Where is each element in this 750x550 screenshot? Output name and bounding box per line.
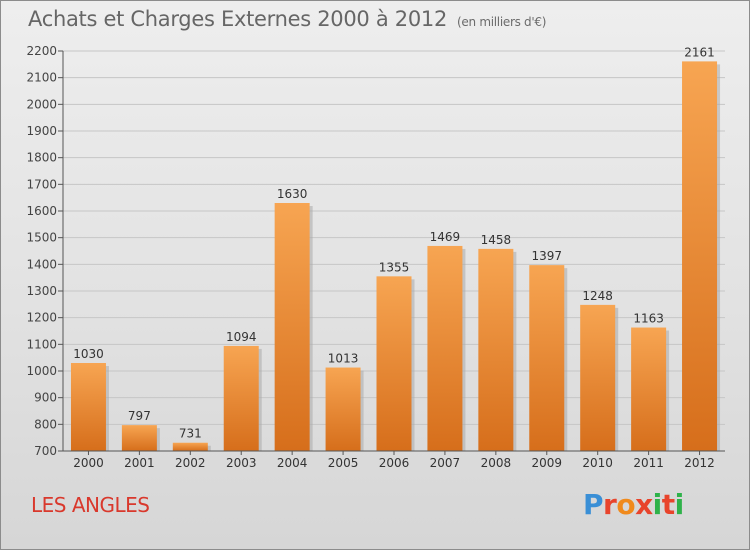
chart-title-text: Achats et Charges Externes 2000 à 2012 [28,7,448,31]
data-label: 731 [179,427,202,441]
bar-2008 [478,248,514,451]
bar-2000 [70,363,106,451]
bar-2011 [631,327,667,451]
logo-letter: t [661,488,675,521]
y-tick-label: 1900 [26,124,57,138]
y-tick-label: 1100 [26,337,57,351]
bar-2005 [325,367,361,451]
logo-letter: i [652,488,663,521]
x-tick-label: 2007 [430,456,461,470]
chart-unit: (en milliers d'€) [457,15,547,29]
y-tick-label: 1400 [26,257,57,271]
data-label: 797 [128,409,151,423]
data-label: 2161 [684,45,715,59]
y-tick-label: 1800 [26,151,57,165]
x-tick-label: 2001 [124,456,155,470]
y-tick-label: 1000 [26,364,57,378]
data-label: 1397 [531,249,562,263]
x-tick-label: 2002 [175,456,206,470]
data-label: 1013 [328,352,359,366]
y-tick-label: 2200 [26,44,57,58]
bar-2012 [682,61,718,452]
y-tick-label: 800 [34,417,57,431]
bar-2007 [427,245,463,451]
x-tick-label: 2006 [379,456,410,470]
x-tick-label: 2005 [328,456,359,470]
logo-letter: r [603,488,617,521]
x-tick-label: 2000 [73,456,104,470]
commune-name: LES ANGLES [31,493,150,517]
data-label: 1163 [633,312,664,326]
logo-letter: o [616,488,636,521]
data-label: 1248 [582,289,613,303]
x-tick-label: 2008 [481,456,512,470]
data-label: 1458 [481,233,512,247]
bar-2003 [223,345,259,451]
bar-2001 [121,425,157,451]
data-label: 1469 [430,230,461,244]
logo-letter: i [674,488,685,521]
y-tick-label: 1500 [26,231,57,245]
x-tick-label: 2010 [582,456,613,470]
chart-title: Achats et Charges Externes 2000 à 2012 (e… [28,7,546,31]
axes: 700 800 900 1000 1100 1200 1300 1400 1500 1600 170… [26,44,725,470]
x-tick-label: 2012 [684,456,715,470]
y-tick-label: 1300 [26,284,57,298]
proxiti-logo: Proxiti [583,488,684,521]
x-tick-label: 2009 [531,456,562,470]
bar-2004 [274,203,310,451]
bar-2010 [580,304,616,451]
logo-letter: P [583,488,604,521]
data-label: 1630 [277,187,308,201]
x-tick-label: 2003 [226,456,257,470]
y-tick-label: 2000 [26,97,57,111]
x-tick-label: 2011 [633,456,664,470]
bars: 1030 797 731 1094 1630 1013 1355 1469 1458 1397 12… [70,45,721,452]
y-tick-label: 1200 [26,311,57,325]
logo-letter: x [635,488,653,521]
y-tick-label: 900 [34,391,57,405]
x-tick-label: 2004 [277,456,308,470]
bar-2006 [376,276,412,451]
y-tick-label: 1700 [26,177,57,191]
bar-2009 [529,265,565,451]
data-label: 1030 [73,347,104,361]
bar-2002 [172,442,208,451]
y-tick-label: 700 [34,444,57,458]
y-tick-label: 1600 [26,204,57,218]
y-tick-label: 2100 [26,71,57,85]
data-label: 1355 [379,260,410,274]
data-label: 1094 [226,330,257,344]
